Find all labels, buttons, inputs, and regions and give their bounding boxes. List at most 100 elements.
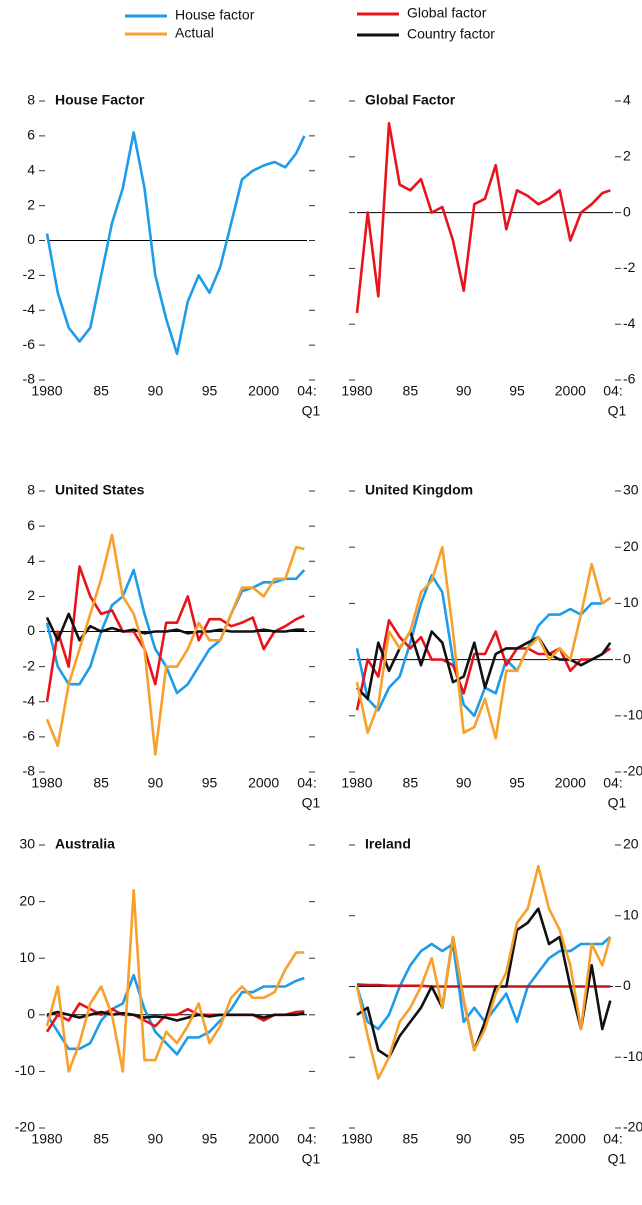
x-tick-note: Q1: [608, 1151, 627, 1167]
x-tick-label: 85: [93, 383, 109, 399]
series-line: [45, 533, 305, 756]
y-tick-label: -4: [23, 301, 36, 317]
series-line: [355, 545, 612, 740]
y-tick-label: -20: [623, 763, 642, 779]
x-tick-label: 04:: [297, 775, 316, 791]
series-line: [45, 973, 305, 1056]
x-tick-label: 85: [93, 1131, 109, 1147]
y-tick-label: 0: [27, 622, 35, 638]
y-tick-label: 30: [623, 482, 639, 498]
series-line: [46, 1010, 305, 1022]
y-tick-label: -2: [23, 657, 36, 673]
y-tick-label: 0: [27, 231, 35, 247]
y-tick-label: -20: [623, 1119, 642, 1135]
y-tick-label: 30: [19, 836, 35, 852]
x-tick-label: 1980: [31, 383, 62, 399]
y-tick-label: 6: [27, 127, 35, 143]
y-tick-label: 0: [623, 650, 631, 666]
y-tick-label: -2: [623, 259, 636, 275]
y-tick-label: 20: [623, 836, 639, 852]
x-tick-label: 90: [456, 1131, 472, 1147]
y-tick-label: 2: [27, 587, 35, 603]
series-line: [45, 131, 306, 356]
x-tick-label: 2000: [248, 1131, 279, 1147]
x-tick-label: 04:: [297, 1131, 316, 1147]
x-tick-label: 90: [148, 383, 164, 399]
x-tick-label: 2000: [248, 383, 279, 399]
x-tick-note: Q1: [302, 1151, 321, 1167]
y-tick-label: -4: [23, 692, 36, 708]
series-line: [45, 612, 305, 642]
legend-label: Actual: [175, 25, 214, 41]
x-tick-label: 04:: [603, 383, 622, 399]
series-line: [45, 565, 305, 702]
legend-label: Country factor: [407, 26, 495, 42]
y-tick-label: 6: [27, 517, 35, 533]
y-tick-label: 0: [623, 977, 631, 993]
y-tick-label: 0: [27, 1006, 35, 1022]
y-tick-label: -6: [623, 371, 636, 387]
panel-title: United Kingdom: [365, 482, 473, 498]
x-tick-label: 1980: [341, 1131, 372, 1147]
series-line: [45, 889, 305, 1073]
x-tick-label: 85: [403, 775, 419, 791]
y-tick-label: 10: [19, 949, 35, 965]
y-tick-label: 2: [623, 148, 631, 164]
legend-label: House factor: [175, 7, 255, 23]
x-tick-label: 04:: [603, 1131, 622, 1147]
panel-title: United States: [55, 482, 145, 498]
panel-title: Australia: [55, 836, 115, 852]
x-tick-label: 2000: [555, 775, 586, 791]
y-tick-label: -4: [623, 315, 636, 331]
series-line: [45, 568, 306, 695]
x-tick-label: 85: [403, 1131, 419, 1147]
x-tick-label: 95: [509, 1131, 525, 1147]
series-line: [355, 122, 611, 314]
y-tick-label: -10: [623, 707, 642, 723]
x-tick-label: 2000: [555, 383, 586, 399]
x-tick-label: 1980: [341, 383, 372, 399]
x-tick-label: 90: [148, 775, 164, 791]
x-tick-label: 85: [93, 775, 109, 791]
y-tick-label: -8: [23, 763, 36, 779]
y-tick-label: -8: [23, 371, 36, 387]
y-tick-label: -20: [15, 1119, 35, 1135]
y-tick-label: -2: [23, 266, 36, 282]
series-line: [45, 1002, 305, 1033]
y-tick-label: 4: [27, 552, 35, 568]
x-tick-label: 04:: [603, 775, 622, 791]
x-tick-label: 95: [509, 383, 525, 399]
x-tick-label: 1980: [31, 1131, 62, 1147]
y-tick-label: 10: [623, 906, 639, 922]
x-tick-label: 90: [456, 775, 472, 791]
legend-label: Global factor: [407, 5, 487, 21]
x-tick-note: Q1: [608, 403, 627, 419]
y-tick-label: 4: [623, 92, 631, 108]
x-tick-note: Q1: [302, 795, 321, 811]
y-tick-label: 8: [27, 482, 35, 498]
x-tick-label: 1980: [31, 775, 62, 791]
panel-title: Ireland: [365, 836, 411, 852]
x-tick-label: 95: [509, 775, 525, 791]
series-line: [355, 864, 612, 1080]
x-tick-label: 90: [148, 1131, 164, 1147]
y-tick-label: 8: [27, 92, 35, 108]
series-line: [355, 619, 612, 711]
y-tick-label: -6: [23, 336, 36, 352]
y-tick-label: 20: [623, 538, 639, 554]
x-tick-note: Q1: [302, 403, 321, 419]
panel-title: House Factor: [55, 92, 145, 108]
panel-title: Global Factor: [365, 92, 456, 108]
y-tick-label: 2: [27, 196, 35, 212]
y-tick-label: 4: [27, 161, 35, 177]
x-tick-label: 85: [403, 383, 419, 399]
x-tick-label: 2000: [248, 775, 279, 791]
x-tick-label: 04:: [297, 383, 316, 399]
y-tick-label: 10: [623, 594, 639, 610]
x-tick-label: 90: [456, 383, 472, 399]
x-tick-label: 2000: [555, 1131, 586, 1147]
y-tick-label: -6: [23, 728, 36, 744]
series-line: [356, 907, 612, 1059]
x-tick-label: 95: [202, 775, 218, 791]
